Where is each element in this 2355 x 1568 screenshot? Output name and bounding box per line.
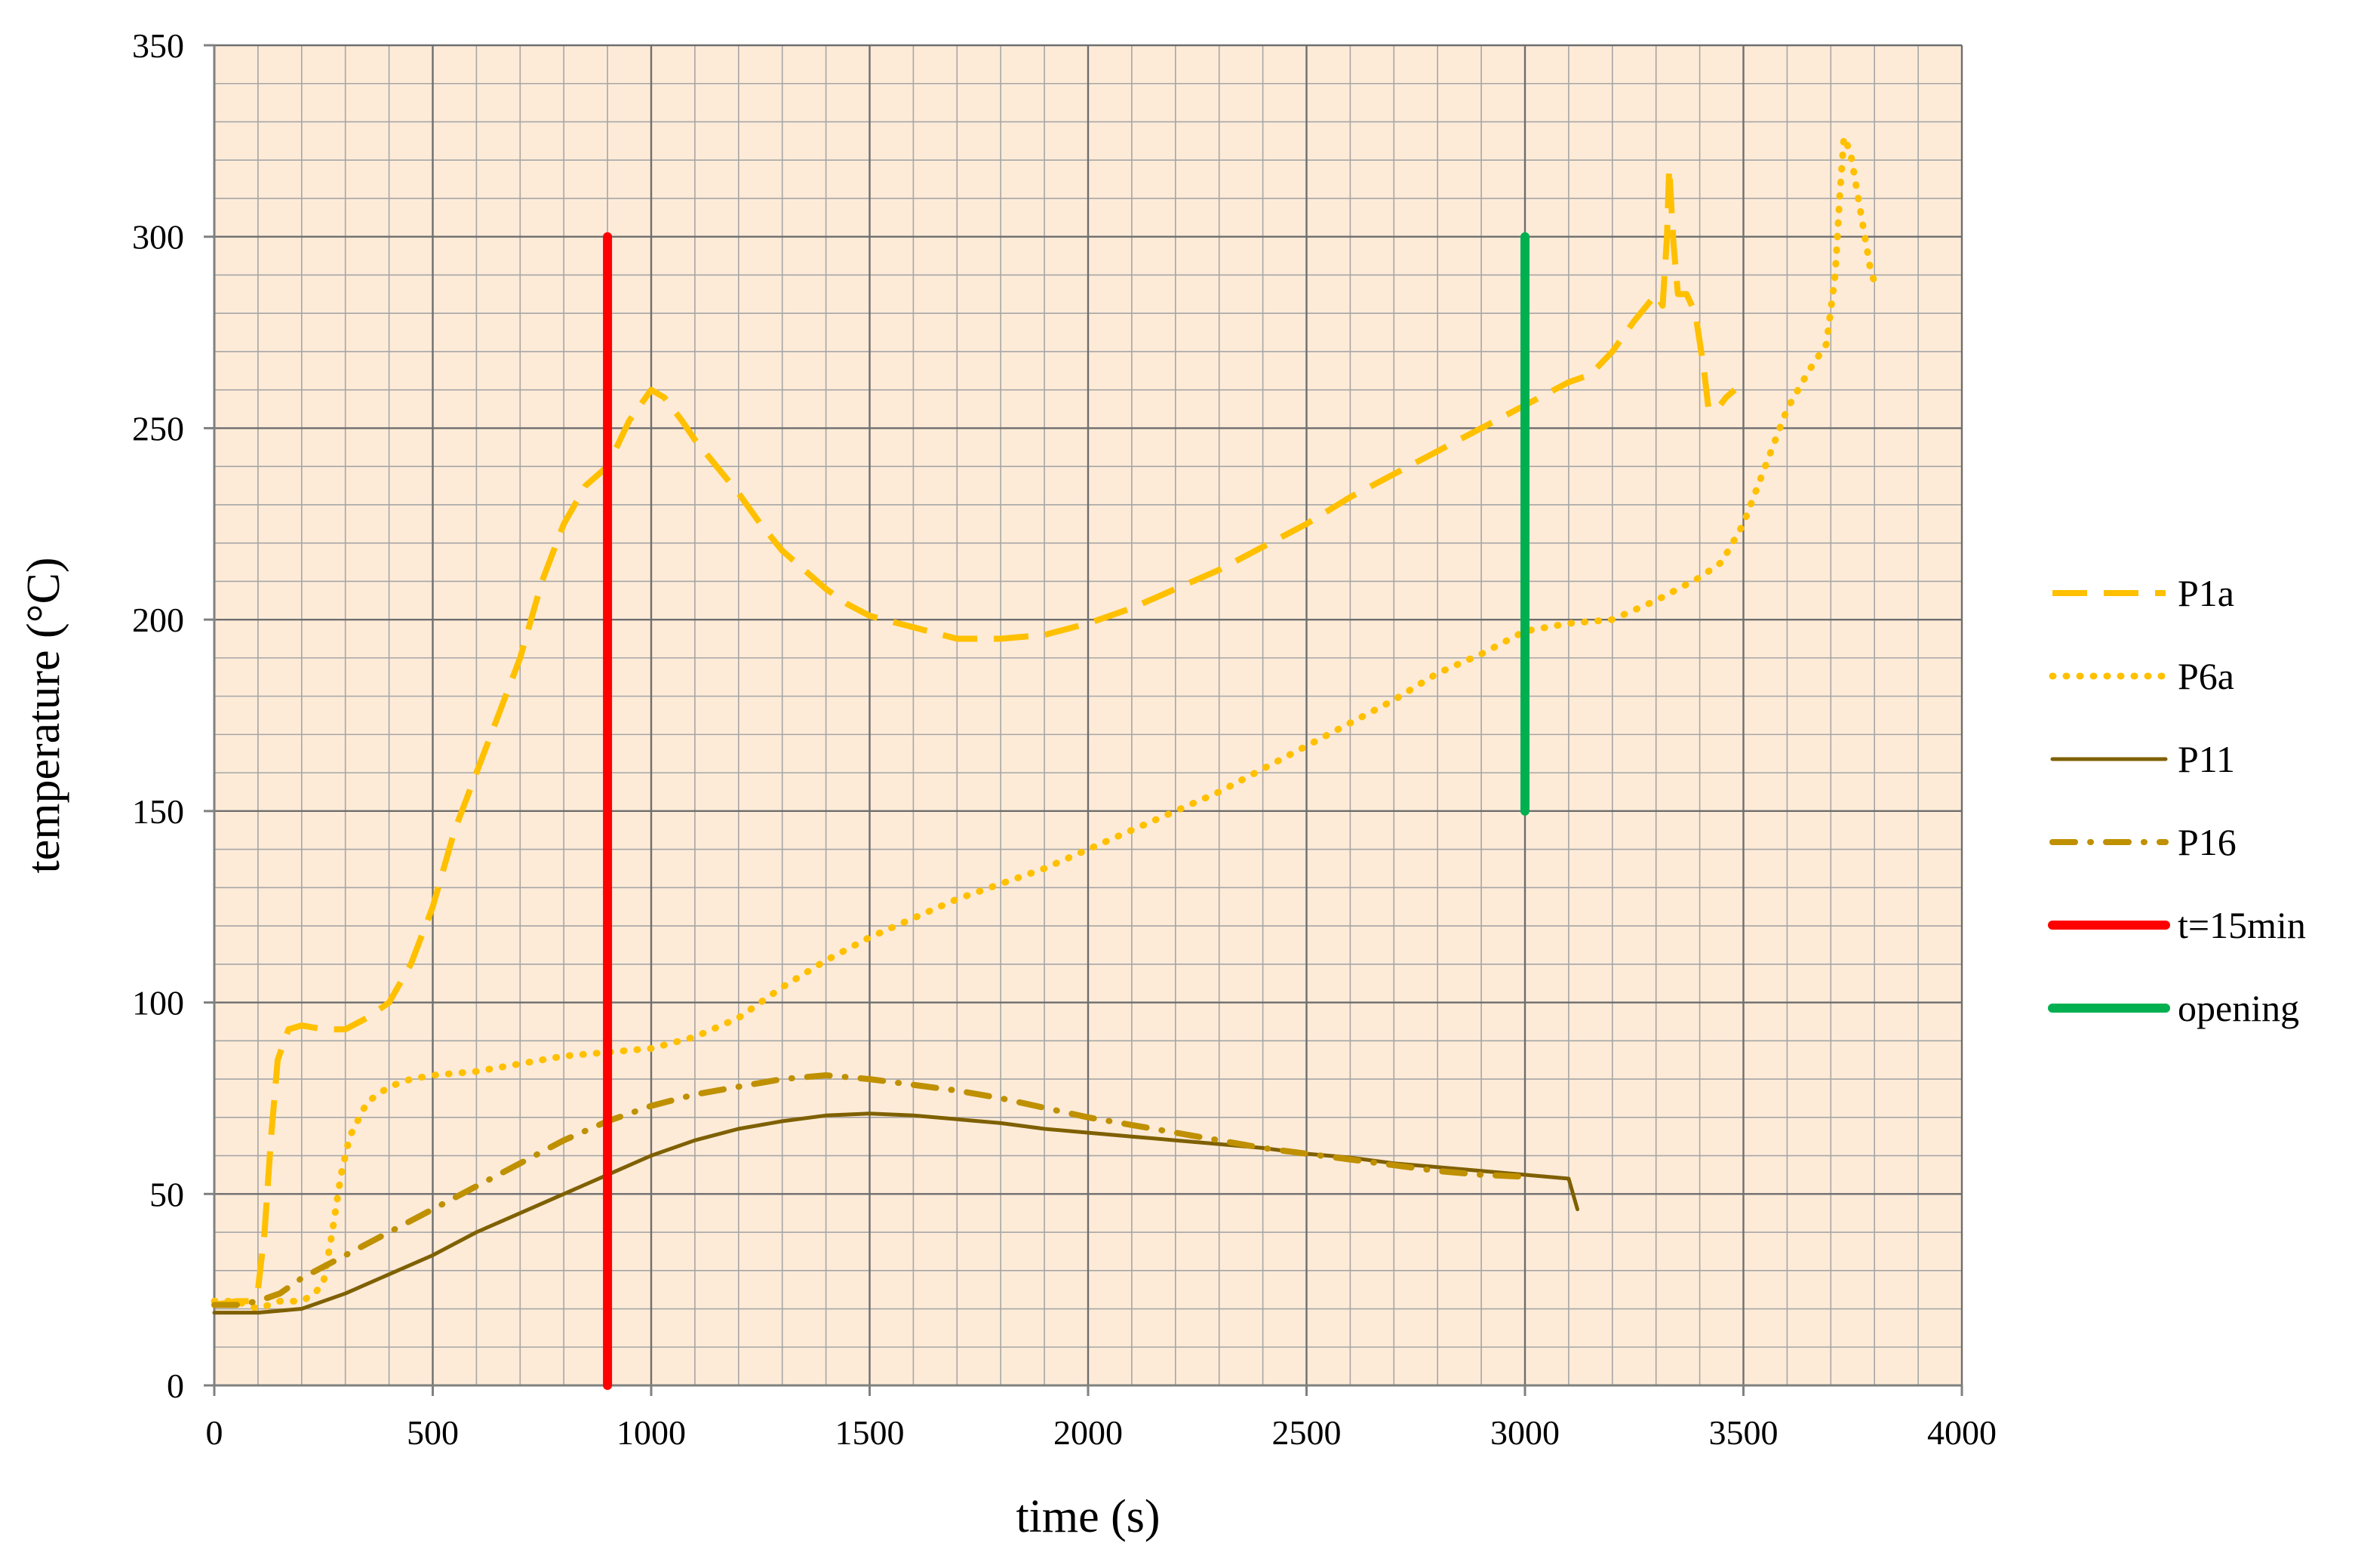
x-axis-ticks: 0 500 1000 1500 2000 2500 3000 3500 4000 xyxy=(206,1385,1997,1452)
y-tick-label: 150 xyxy=(132,792,184,831)
major-grid xyxy=(213,44,1963,1387)
series-line-p16 xyxy=(211,1072,1528,1308)
legend-label: opening xyxy=(2178,987,2299,1029)
series-line-p6a xyxy=(211,134,1883,1312)
x-tick-label: 4000 xyxy=(1927,1413,1997,1452)
y-tick-label: 0 xyxy=(167,1367,184,1405)
legend-label: P6a xyxy=(2178,655,2234,697)
y-tick-label: 100 xyxy=(132,984,184,1022)
x-tick-label: 0 xyxy=(206,1413,223,1452)
legend-label: P11 xyxy=(2178,738,2235,780)
x-tick-label: 1500 xyxy=(835,1413,905,1452)
series-layer xyxy=(211,134,1883,1390)
y-tick-label: 300 xyxy=(132,218,184,257)
series-line-p1a xyxy=(214,164,1737,1308)
x-tick-label: 1000 xyxy=(616,1413,686,1452)
x-tick-label: 3500 xyxy=(1709,1413,1779,1452)
series-line-p11 xyxy=(212,1111,1579,1315)
y-tick-label: 250 xyxy=(132,409,184,447)
y-axis-label: temperature (°C) xyxy=(18,558,69,874)
legend-label: t=15min xyxy=(2178,904,2306,946)
x-axis-label: time (s) xyxy=(1016,1491,1160,1542)
legend-label: P16 xyxy=(2178,821,2237,863)
x-tick-label: 2000 xyxy=(1053,1413,1123,1452)
x-tick-label: 3000 xyxy=(1490,1413,1560,1452)
y-tick-label: 350 xyxy=(132,26,184,65)
x-tick-label: 500 xyxy=(407,1413,459,1452)
legend: P1a P6a P11 P16 t=15min opening xyxy=(2048,572,2306,1029)
y-tick-label: 200 xyxy=(132,601,184,639)
y-axis-ticks: 0 50 100 150 200 250 300 350 xyxy=(132,26,214,1405)
x-tick-label: 2500 xyxy=(1272,1413,1342,1452)
y-tick-label: 50 xyxy=(149,1175,184,1213)
legend-label: P1a xyxy=(2178,572,2234,614)
